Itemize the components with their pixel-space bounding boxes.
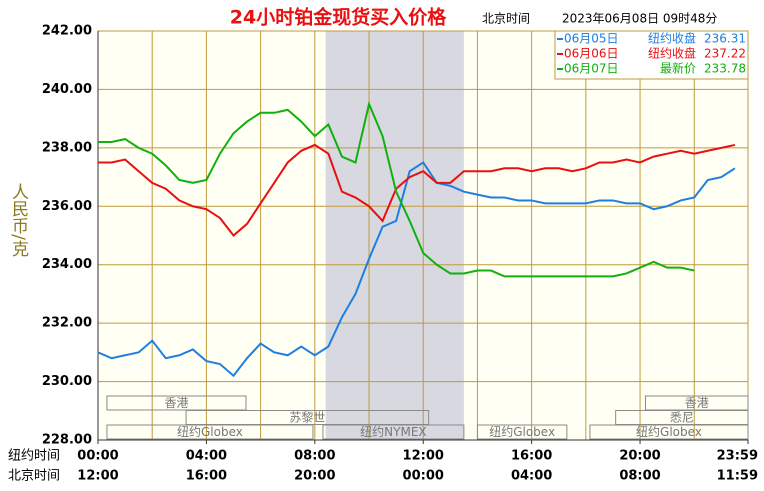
session-box — [476, 424, 568, 440]
y-axis-label: 人民币/克 — [8, 183, 29, 257]
session-label: 香港 — [164, 396, 188, 410]
time-label: 北京时间 — [482, 12, 530, 26]
x-tick-label: 20:00 — [619, 449, 660, 464]
session-label: 纽约NYMEX — [360, 424, 426, 439]
legend-label: 纽约收盘 — [648, 46, 696, 61]
session-box — [106, 395, 247, 411]
legend-price: 236.31 — [704, 32, 746, 46]
x-tick-label: 00:00 — [403, 469, 444, 484]
session-label: 悉尼 — [670, 411, 694, 425]
session-box — [106, 424, 314, 440]
session-label: 纽约Globex — [636, 424, 702, 439]
legend-label: 纽约收盘 — [648, 31, 696, 46]
timestamp: 2023年06月08日 09时48分 — [562, 12, 717, 26]
legend-price: 237.22 — [704, 47, 746, 61]
y-tick-label: 232.00 — [42, 316, 92, 331]
x-axis-row-name: 北京时间 — [8, 469, 60, 484]
series-line — [98, 100, 695, 278]
y-tick-label: 236.00 — [42, 199, 92, 214]
x-tick-label: 12:00 — [403, 449, 444, 464]
x-tick-label: 00:00 — [77, 449, 118, 464]
session-label: 纽约Globex — [177, 424, 243, 439]
session-box — [589, 424, 749, 440]
x-tick-label: 16:00 — [186, 469, 227, 484]
y-tick-label: 234.00 — [42, 257, 92, 272]
session-label: 纽约Globex — [489, 424, 555, 439]
x-tick-label: 16:00 — [511, 449, 552, 464]
y-tick-label: 242.00 — [42, 24, 92, 39]
y-axis-label-text: 人民币/克 — [8, 183, 29, 257]
x-tick-label: 23:59 — [717, 449, 758, 464]
x-tick-label: 08:00 — [619, 469, 660, 484]
x-tick-label: 08:00 — [294, 449, 335, 464]
y-tick-label: 240.00 — [42, 82, 92, 97]
x-tick-label: 20:00 — [294, 469, 335, 484]
legend-price: 233.78 — [704, 62, 746, 76]
x-tick-label: 12:00 — [77, 469, 118, 484]
x-tick-label: 04:00 — [186, 449, 227, 464]
x-tick-label: 11:59 — [717, 469, 758, 484]
session-label: 香港 — [685, 396, 709, 410]
legend-name: 06月06日 — [564, 47, 619, 61]
y-tick-label: 230.00 — [42, 374, 92, 389]
legend-label: 最新价 — [660, 61, 696, 76]
y-tick-label: 238.00 — [42, 140, 92, 155]
x-tick-label: 04:00 — [511, 469, 552, 484]
y-tick-label: 228.00 — [42, 433, 92, 448]
series-line — [97, 161, 736, 378]
chart-title: 24小时铂金现货买入价格 — [230, 6, 447, 29]
legend-name: 06月07日 — [564, 62, 619, 76]
session-box — [322, 424, 465, 440]
session-label: 苏黎世 — [289, 411, 325, 425]
x-axis-row-name: 纽约时间 — [8, 449, 60, 464]
legend-name: 06月05日 — [564, 32, 619, 46]
highlight-band — [325, 31, 464, 440]
legend-box — [554, 30, 749, 80]
series-line — [98, 143, 736, 237]
